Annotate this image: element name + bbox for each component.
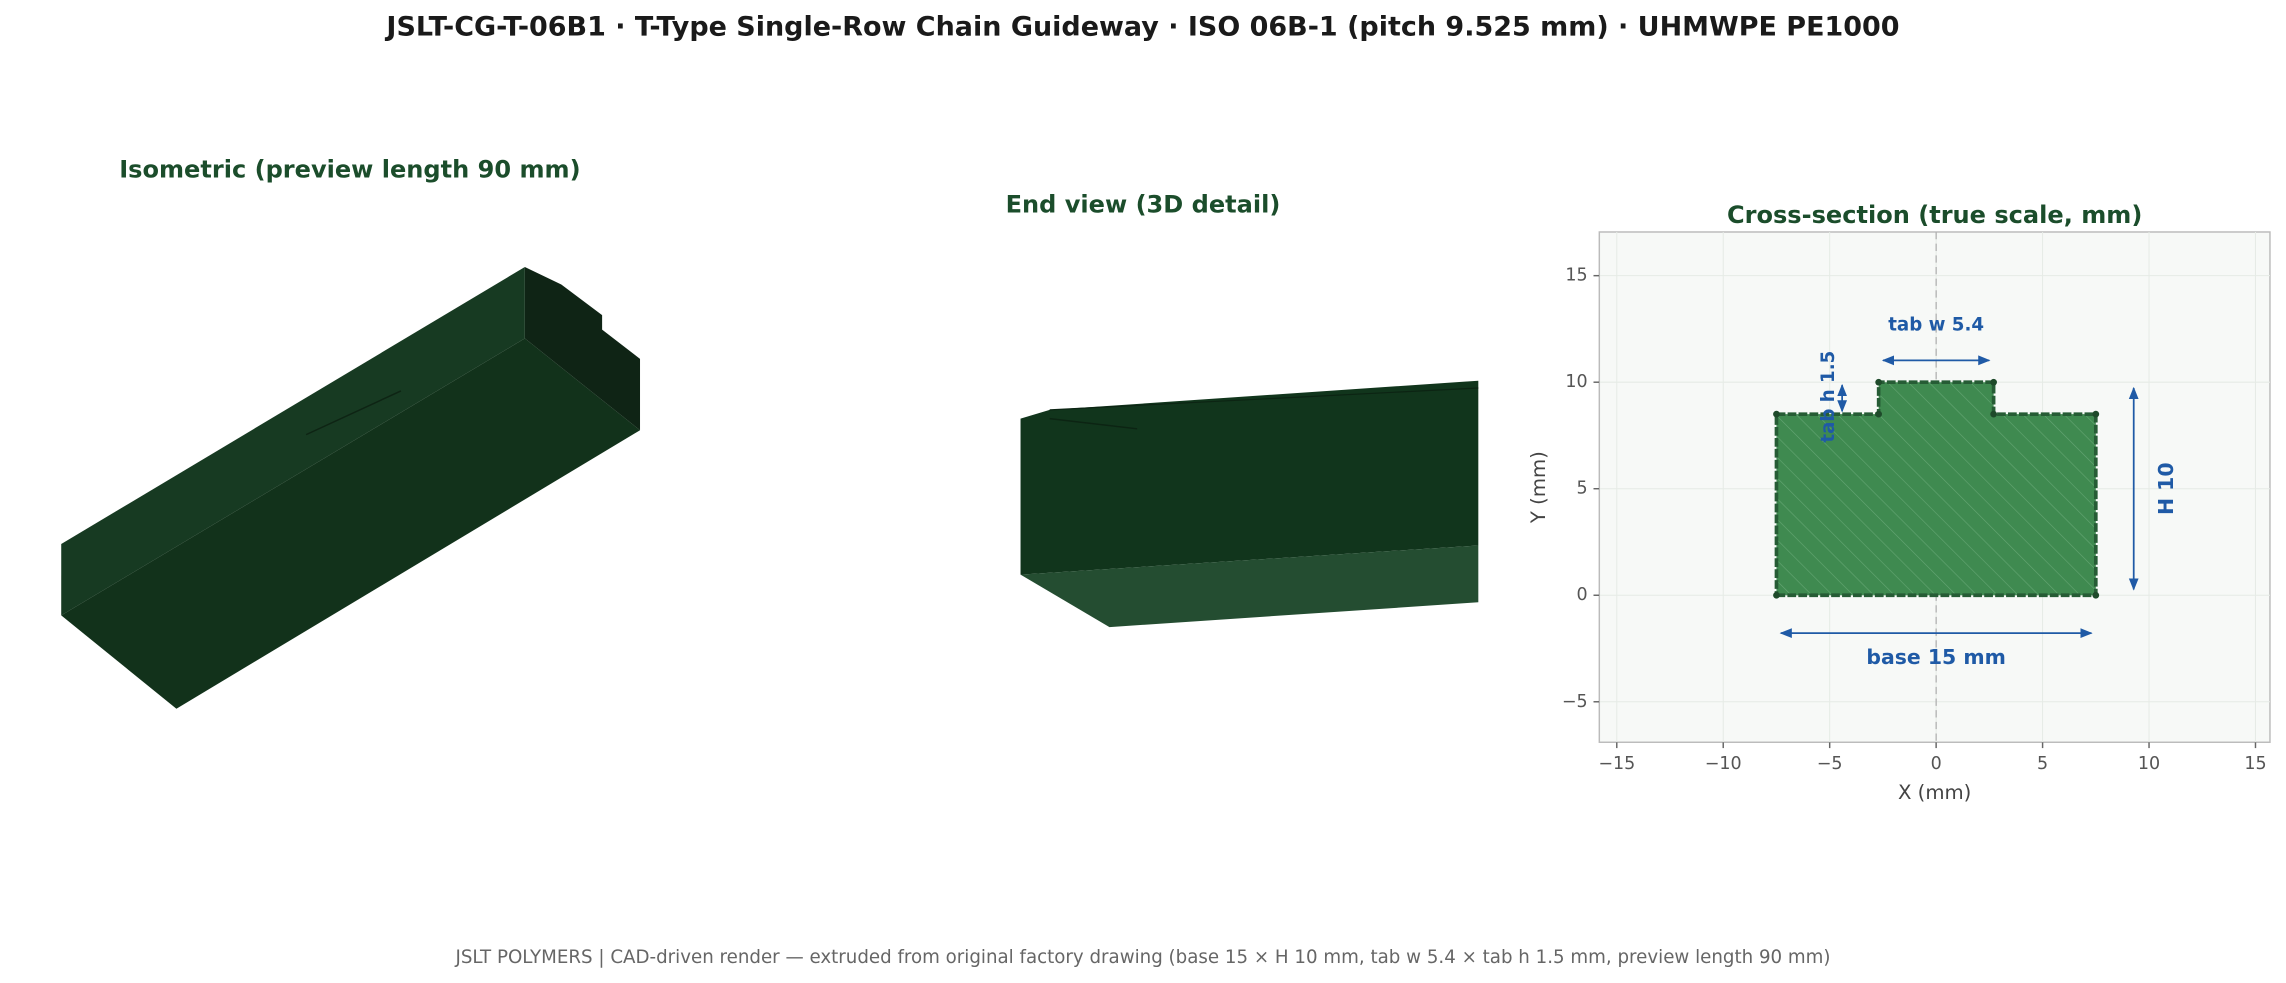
annotation: H 10 [2154,462,2178,515]
section-hatch [1776,382,2096,596]
annotation: tab w 5.4 [1888,314,1984,335]
face [61,338,641,709]
x-tick-label: −15 [1598,754,1635,774]
cross-section-chart: −15 −10 −5 0 5 10 15 −5 0 5 10 15 X (mm) Y (mm) Cross-… [1527,201,2271,804]
y-tick-label: −5 [1562,692,1588,712]
x-tick-label: 10 [2138,754,2160,774]
y-tick-label: 0 [1577,585,1588,605]
edge [305,390,402,436]
face [61,266,525,616]
edge [1049,387,1479,411]
y-tick-label: 5 [1577,479,1588,499]
x-tick-label: −10 [1705,754,1742,774]
figure-title: JSLT-CG-T-06B1 · T-Type Single-Row Chain… [384,11,1899,42]
x-tick-label: 15 [2244,754,2266,774]
end-view: End view (3D detail) [1006,191,1479,628]
vertex [1990,378,1997,386]
face [1020,380,1479,575]
vertex [1773,410,1780,418]
panel-title: End view (3D detail) [1006,191,1281,219]
edge [1049,417,1138,430]
vertex [2092,591,2100,599]
face [524,266,641,431]
vertex [1990,410,1997,418]
x-tick-label: 0 [1931,754,1942,774]
vertex [1773,591,1780,599]
vertex [2092,410,2100,418]
footer: JSLT POLYMERS | CAD-driven render — extr… [454,947,1830,968]
panel-title: Isometric (preview length 90 mm) [119,156,580,184]
vertex [1875,378,1883,386]
y-tick-label: 15 [1565,266,1587,286]
x-tick-label: −5 [1817,754,1843,774]
annotation: base 15 mm [1866,645,2006,669]
y-axis-label: Y (mm) [1527,451,1550,524]
y-tick-label: 10 [1565,372,1587,392]
x-tick-label: 5 [2037,754,2048,774]
annotation: tab h 1.5 [1818,351,1839,443]
face [1020,545,1479,628]
isometric-view: Isometric (preview length 90 mm) [61,156,641,709]
x-axis-label: X (mm) [1898,781,1971,804]
vertex [1875,410,1883,418]
chart-title: Cross-section (true scale, mm) [1727,201,2142,229]
